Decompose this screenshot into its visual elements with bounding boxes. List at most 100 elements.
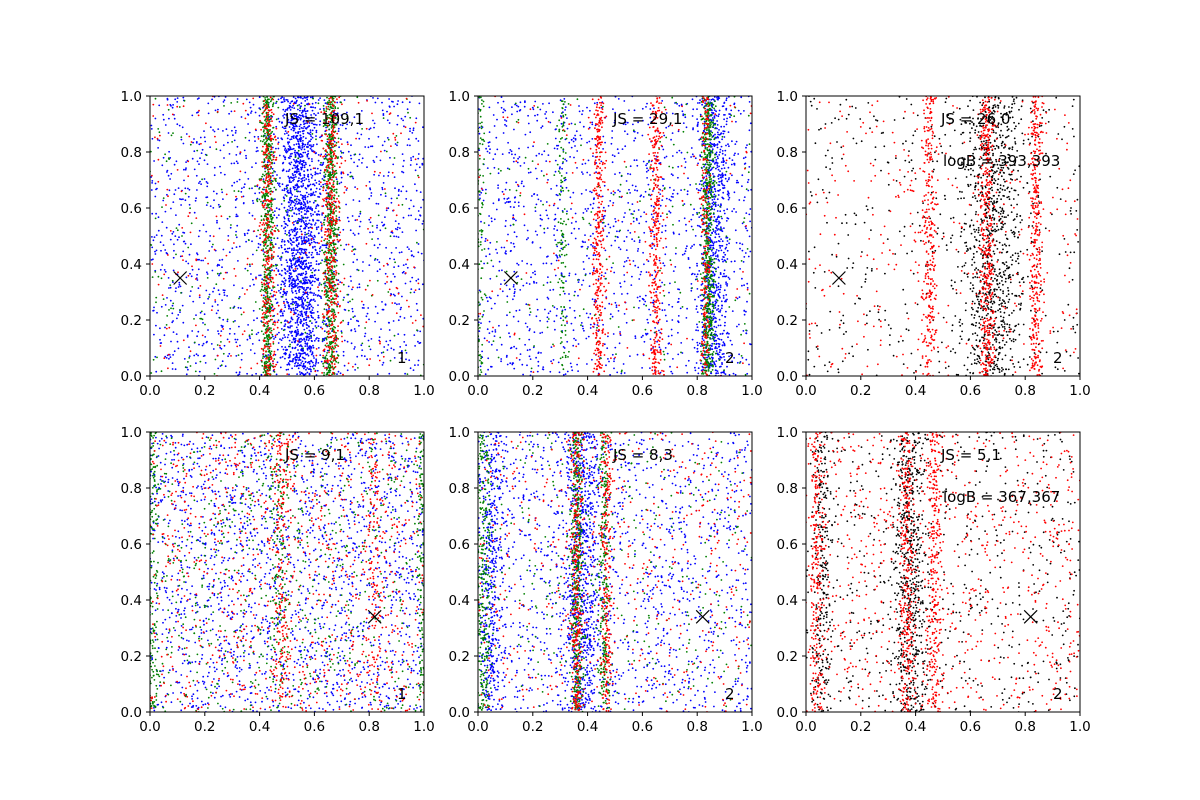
data-point	[358, 137, 361, 140]
data-point	[235, 213, 238, 216]
data-point	[308, 372, 311, 375]
data-point	[197, 235, 200, 238]
data-point	[197, 287, 200, 290]
data-point	[284, 250, 287, 253]
data-point	[328, 274, 330, 277]
data-point	[260, 200, 262, 203]
data-point	[167, 108, 170, 111]
data-point	[220, 215, 223, 218]
data-point	[233, 284, 235, 287]
data-point	[241, 187, 243, 190]
data-point	[399, 308, 402, 311]
data-point	[172, 331, 175, 333]
data-point	[388, 105, 391, 108]
data-point	[281, 337, 284, 340]
data-point	[297, 96, 299, 99]
data-point	[292, 104, 294, 107]
data-point	[419, 330, 422, 333]
data-point	[312, 123, 315, 126]
data-point	[269, 302, 271, 305]
data-point	[407, 138, 410, 141]
data-point	[316, 167, 319, 170]
data-point	[273, 214, 276, 217]
data-point	[271, 111, 273, 114]
data-point	[296, 125, 298, 128]
data-point	[330, 298, 333, 301]
data-point	[393, 157, 396, 159]
data-point	[334, 107, 337, 110]
data-point	[264, 369, 266, 372]
data-point	[172, 256, 175, 259]
data-point	[396, 197, 398, 200]
data-point	[184, 199, 187, 202]
data-point	[305, 254, 308, 257]
data-point	[409, 280, 412, 283]
data-point	[336, 101, 339, 104]
data-point	[288, 283, 291, 286]
data-point	[272, 158, 275, 161]
data-point	[376, 373, 379, 376]
data-point	[261, 202, 264, 205]
data-point	[246, 269, 249, 272]
data-point	[314, 248, 317, 251]
data-point	[184, 366, 187, 369]
data-point	[297, 219, 299, 222]
data-point	[266, 122, 269, 125]
data-point	[305, 252, 307, 254]
data-point	[308, 157, 310, 160]
data-point	[387, 175, 390, 177]
data-point	[161, 164, 164, 167]
data-point	[357, 232, 360, 235]
data-point	[173, 193, 176, 196]
data-point	[416, 241, 418, 244]
data-point	[396, 123, 399, 126]
data-point	[386, 275, 389, 278]
data-point	[154, 217, 157, 220]
data-point	[240, 313, 243, 316]
data-point	[196, 149, 199, 152]
data-point	[225, 128, 228, 131]
data-point	[187, 187, 189, 190]
data-point	[405, 198, 408, 200]
data-point	[419, 214, 422, 217]
data-point	[150, 124, 153, 127]
data-point	[267, 213, 270, 216]
data-point	[294, 296, 297, 299]
data-point	[254, 185, 256, 188]
data-point	[206, 273, 209, 275]
data-point	[223, 344, 226, 347]
data-point	[166, 97, 169, 100]
data-point	[263, 234, 265, 237]
data-point	[340, 101, 342, 104]
data-point	[297, 343, 299, 346]
data-point	[165, 226, 168, 229]
data-point	[268, 281, 270, 284]
data-point	[270, 132, 272, 135]
data-point	[254, 140, 256, 143]
data-point	[329, 342, 331, 345]
data-point	[310, 276, 313, 279]
data-point	[293, 129, 295, 132]
data-point	[170, 172, 173, 175]
data-point	[169, 157, 172, 159]
data-point	[173, 350, 176, 353]
data-point	[270, 114, 272, 117]
data-point	[396, 144, 398, 147]
data-point	[300, 265, 303, 268]
data-point	[159, 134, 161, 137]
data-point	[300, 337, 302, 340]
data-point	[226, 217, 229, 220]
data-point	[323, 175, 325, 177]
data-point	[306, 336, 309, 339]
data-point	[347, 285, 350, 288]
data-point	[203, 302, 205, 304]
data-point	[333, 270, 335, 273]
data-point	[235, 246, 238, 249]
data-point	[300, 102, 303, 105]
data-point	[312, 97, 314, 100]
data-point	[315, 135, 317, 138]
data-point	[375, 202, 378, 205]
data-point	[311, 109, 314, 112]
data-point	[292, 313, 295, 316]
data-point	[294, 322, 297, 324]
